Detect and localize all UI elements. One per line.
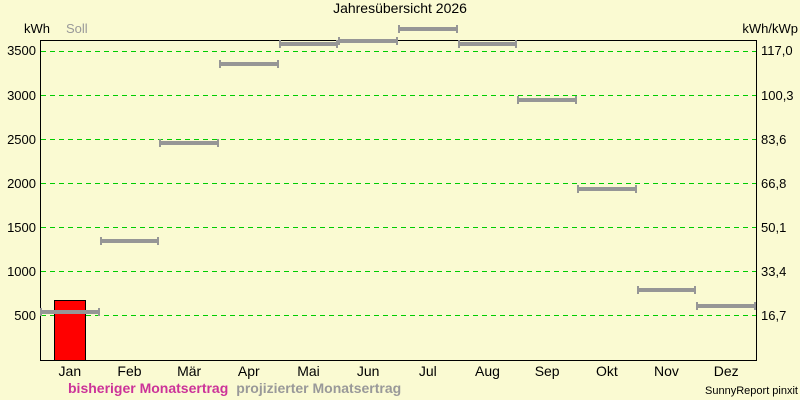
x-axis-month-label: Feb bbox=[117, 363, 142, 379]
projected-yield-segment bbox=[338, 36, 398, 45]
projected-yield-segment bbox=[398, 25, 458, 34]
projected-yield-segment bbox=[40, 307, 100, 316]
x-axis-month-label: Okt bbox=[595, 363, 618, 379]
x-axis-month-label: Jun bbox=[356, 363, 380, 379]
soll-series-label: Soll bbox=[66, 21, 88, 36]
chart-legend: bisheriger Monatsertrag projizierter Mona… bbox=[68, 380, 401, 396]
y-gridline bbox=[41, 95, 756, 97]
projected-yield-segment bbox=[159, 139, 219, 148]
y-axis-tick-left: 2000 bbox=[7, 175, 36, 191]
plot-area bbox=[40, 40, 757, 361]
y-axis-tick-left: 1000 bbox=[7, 263, 36, 279]
projected-yield-segment bbox=[577, 184, 637, 193]
y-axis-tick-left: 2500 bbox=[7, 131, 36, 147]
y-axis-tick-right: 66,8 bbox=[761, 175, 787, 191]
chart-title: Jahresübersicht 2026 bbox=[333, 0, 467, 16]
x-axis-month-label: Jul bbox=[418, 363, 437, 379]
y-axis-tick-left: 500 bbox=[14, 307, 36, 323]
y-axis-tick-right: 50,1 bbox=[761, 219, 787, 235]
projected-yield-segment bbox=[636, 286, 697, 295]
x-axis-month-label: Mär bbox=[177, 363, 202, 379]
x-axis-month-label: Mai bbox=[297, 363, 320, 379]
app-credit-label: SunnyReport pinxit bbox=[705, 385, 798, 397]
projected-yield-segment bbox=[696, 302, 756, 311]
y-gridline bbox=[41, 139, 756, 141]
right-axis-unit-label: kWh/kWp bbox=[742, 21, 798, 36]
y-gridline bbox=[41, 50, 756, 52]
y-axis-tick-right: 16,7 bbox=[761, 307, 787, 323]
projected-yield-segment bbox=[278, 39, 339, 48]
projected-yield-segment bbox=[517, 95, 577, 104]
y-axis-tick-right: 100,3 bbox=[761, 87, 794, 103]
legend-item-actual-yield: bisheriger Monatsertrag bbox=[68, 380, 229, 396]
projected-yield-segment bbox=[99, 236, 160, 245]
y-axis-tick-right: 117,0 bbox=[761, 43, 793, 59]
y-gridline bbox=[41, 271, 756, 273]
y-axis-tick-right: 33,4 bbox=[761, 263, 787, 279]
y-gridline bbox=[41, 315, 756, 317]
y-axis-tick-left: 3500 bbox=[7, 43, 36, 59]
x-axis-month-label: Nov bbox=[654, 363, 679, 379]
x-axis-month-label: Dez bbox=[713, 363, 739, 379]
x-axis-month-label: Jan bbox=[58, 363, 82, 379]
y-axis-tick-left: 3000 bbox=[7, 87, 36, 103]
x-axis-month-label: Apr bbox=[237, 363, 260, 379]
y-gridline bbox=[41, 183, 756, 185]
y-axis-tick-left: 1500 bbox=[7, 219, 36, 235]
legend-item-projected-yield: projizierter Monatsertrag bbox=[236, 380, 402, 396]
x-axis-month-label: Aug bbox=[475, 363, 500, 379]
x-axis-month-label: Sep bbox=[534, 363, 560, 379]
projected-yield-segment bbox=[219, 59, 279, 68]
left-axis-unit-label: kWh bbox=[24, 21, 50, 36]
y-axis-tick-right: 83,6 bbox=[761, 131, 787, 147]
y-gridline bbox=[41, 227, 756, 229]
projected-yield-segment bbox=[457, 39, 518, 48]
